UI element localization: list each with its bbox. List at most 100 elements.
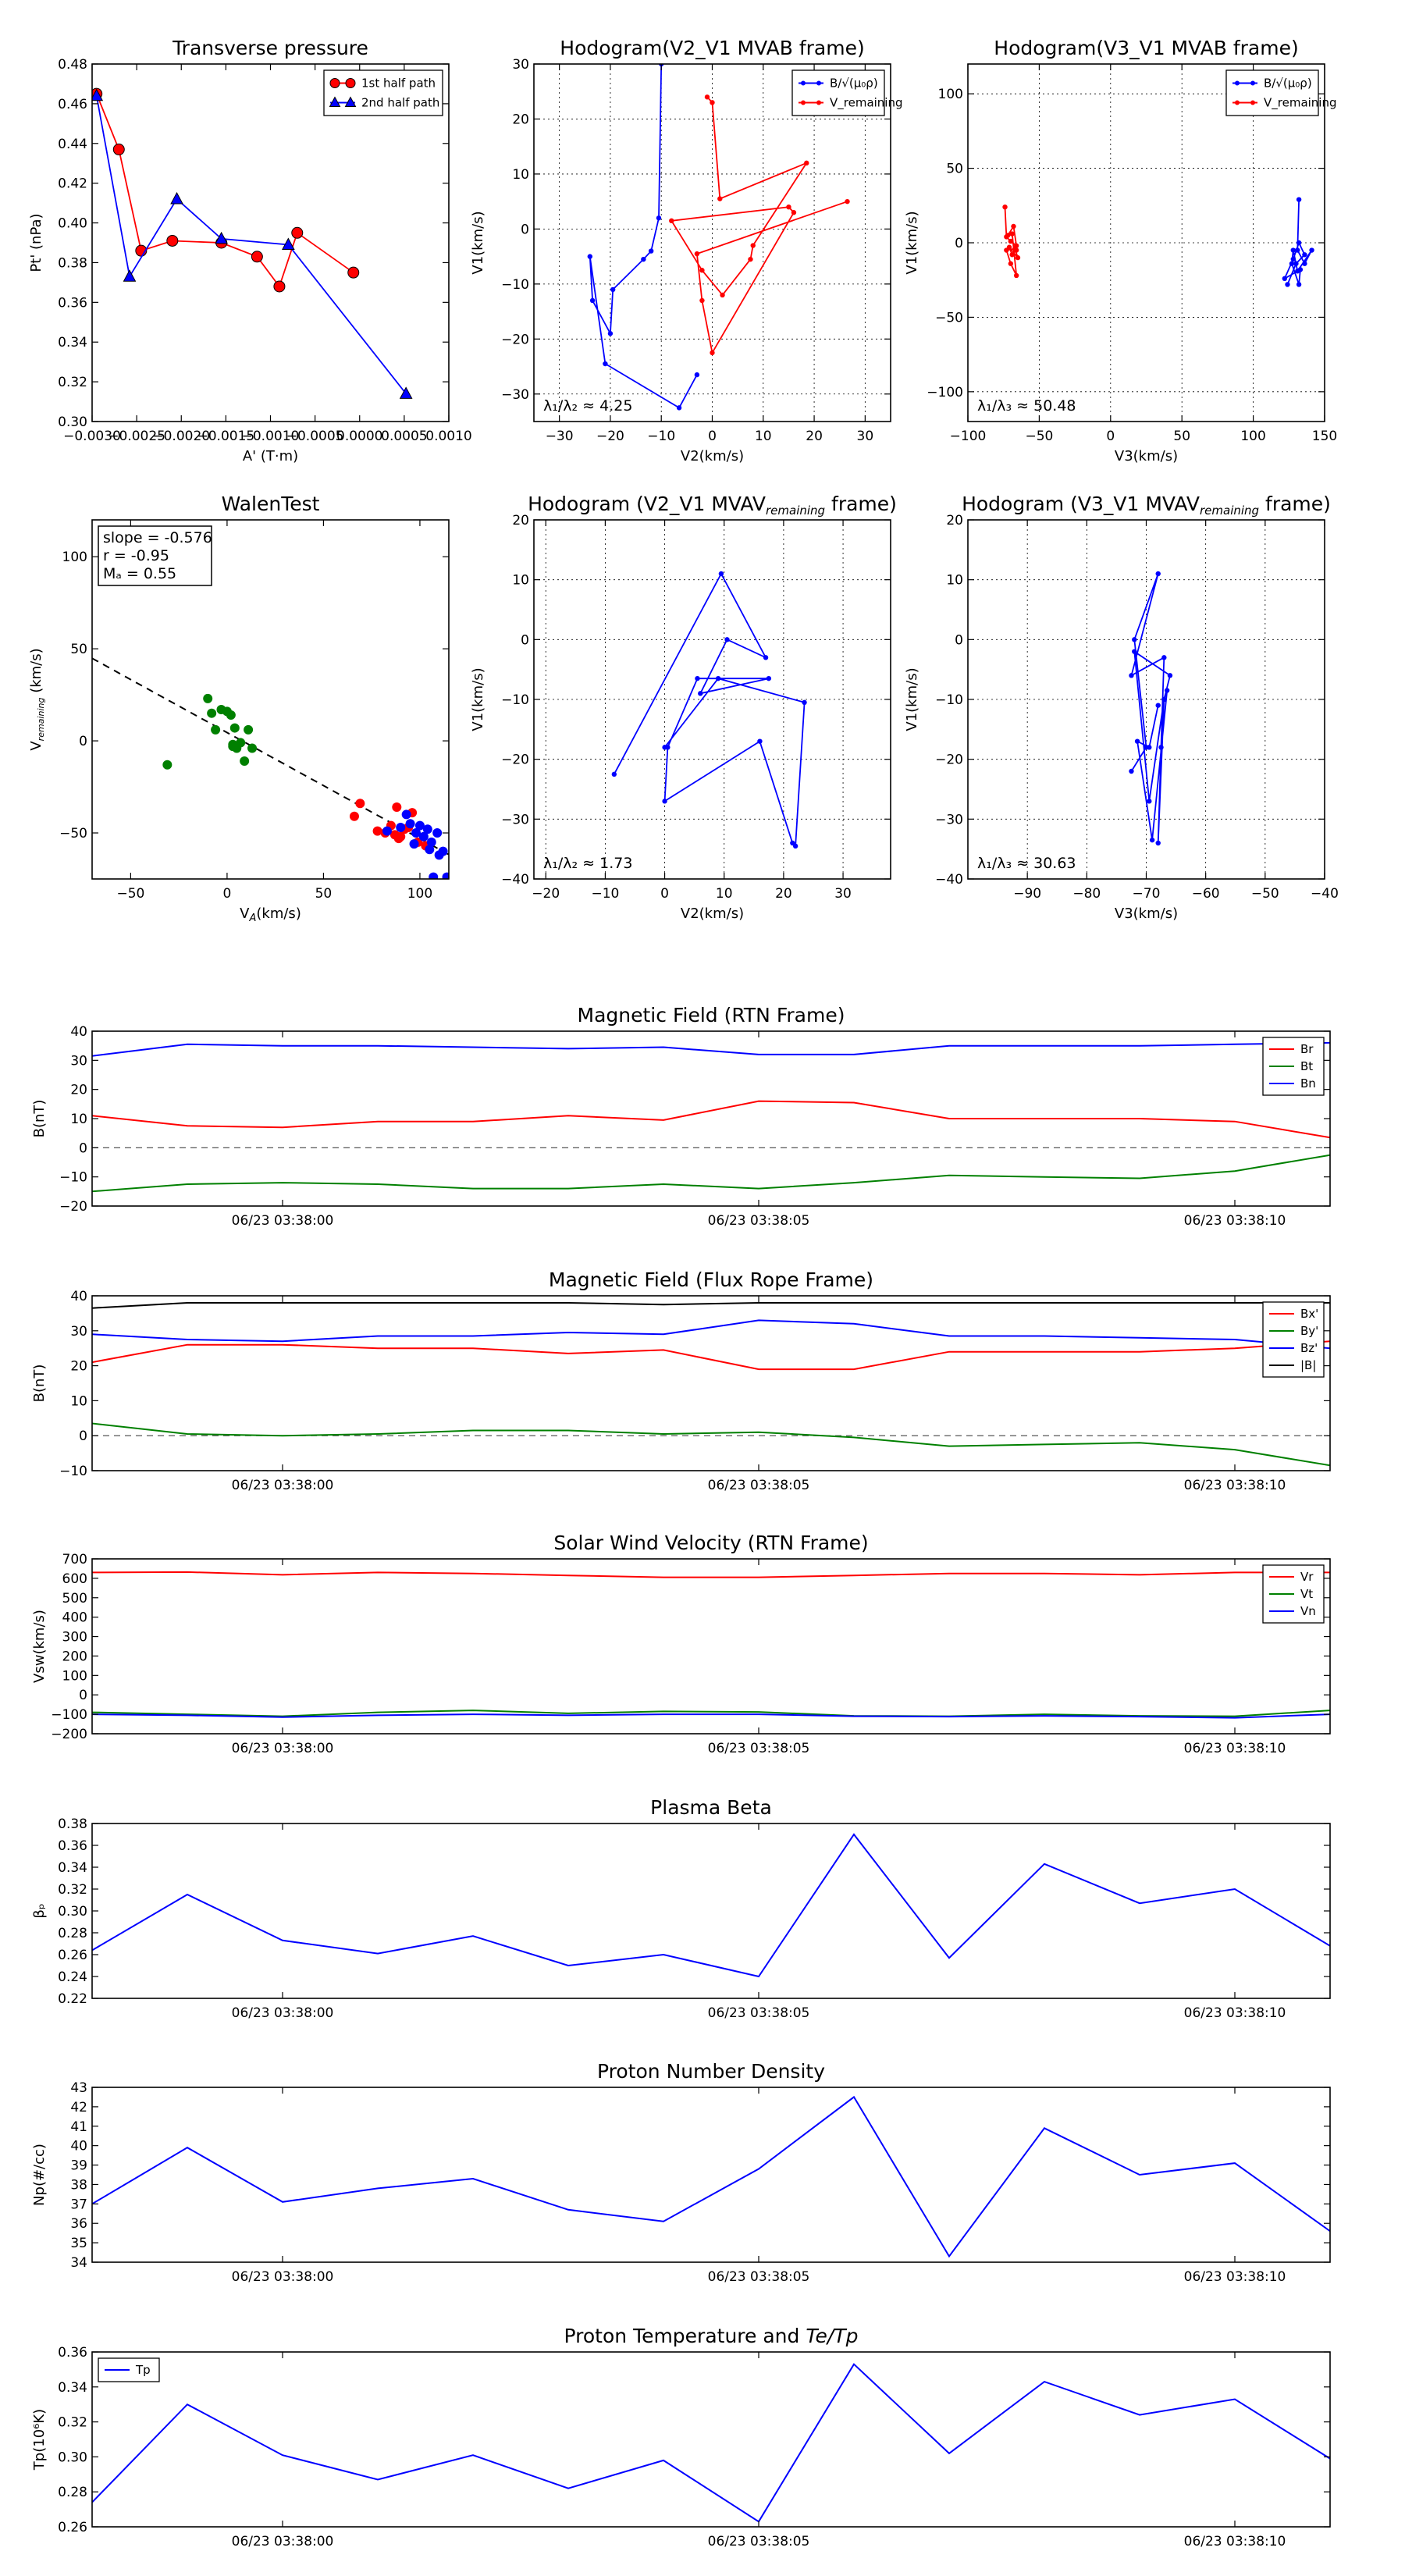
data-point bbox=[123, 269, 137, 282]
x-tick-label: −100 bbox=[950, 429, 987, 444]
data-point bbox=[1295, 247, 1300, 253]
y-axis-label: Tp(10⁶K) bbox=[31, 2409, 48, 2471]
data-point bbox=[802, 699, 807, 706]
series-1 bbox=[669, 94, 850, 356]
y-tick-label: 39 bbox=[70, 2158, 87, 2174]
chart-title: WalenTest bbox=[222, 493, 320, 515]
data-point bbox=[438, 846, 448, 856]
y-tick-label: 50 bbox=[70, 642, 87, 657]
x-tick-label: 0 bbox=[223, 886, 232, 902]
data-point bbox=[607, 331, 614, 336]
stats-line: slope = -0.576 bbox=[103, 529, 212, 546]
series-1 bbox=[92, 1710, 1330, 1717]
series-line bbox=[670, 96, 848, 355]
legend-label: Tp bbox=[135, 2363, 151, 2377]
data-point bbox=[349, 811, 359, 821]
y-tick-label: 36 bbox=[70, 2216, 87, 2232]
y-tick-label: −10 bbox=[935, 692, 963, 708]
y-tick-label: 0.28 bbox=[58, 2485, 87, 2500]
data-point bbox=[763, 655, 769, 660]
y-tick-label: 0.44 bbox=[58, 137, 87, 152]
x-tick-label: 50 bbox=[315, 886, 333, 902]
chart-title: Hodogram(V2_V1 MVAB frame) bbox=[560, 37, 864, 59]
data-point bbox=[1161, 696, 1167, 703]
y-tick-label: 0.38 bbox=[58, 255, 87, 271]
data-point bbox=[1129, 673, 1134, 678]
data-point bbox=[355, 799, 365, 809]
x-tick-label: 30 bbox=[857, 429, 874, 444]
y-tick-label: 0 bbox=[955, 632, 963, 648]
x-tick-label: −50 bbox=[116, 886, 144, 902]
data-point bbox=[1006, 244, 1012, 250]
series-line bbox=[614, 572, 806, 848]
legend-marker bbox=[329, 78, 340, 88]
y-tick-label: −50 bbox=[59, 826, 87, 841]
y-tick-label: 0.34 bbox=[58, 2380, 87, 2396]
legend-marker bbox=[344, 96, 357, 107]
data-point bbox=[426, 837, 436, 847]
x-tick-label: 06/23 03:38:10 bbox=[1184, 1213, 1286, 1229]
x-tick-label: 100 bbox=[407, 886, 432, 902]
x-tick-label: 06/23 03:38:05 bbox=[708, 2534, 810, 2549]
data-point bbox=[1013, 272, 1019, 279]
legend-box bbox=[791, 69, 885, 116]
axes-frame bbox=[91, 519, 450, 880]
y-tick-label: 100 bbox=[62, 1668, 87, 1684]
data-point bbox=[211, 724, 221, 735]
plasma-beta-chart: Plasma Beta 06/23 03:38:00 06/23 03:38:05 0… bbox=[31, 1796, 1331, 2021]
x-tick-label: 0 bbox=[708, 429, 717, 444]
y-tick-label: −20 bbox=[59, 1199, 87, 1215]
data-point bbox=[429, 872, 439, 879]
legend-label: 2nd half path bbox=[361, 96, 439, 110]
data-point bbox=[273, 280, 286, 293]
data-point bbox=[1009, 252, 1015, 258]
series-0 bbox=[611, 571, 807, 849]
x-tick-label: −0.0010 bbox=[242, 429, 300, 444]
data-point bbox=[641, 256, 646, 262]
y-tick-label: 0.26 bbox=[58, 2520, 87, 2535]
legend-box bbox=[323, 69, 443, 116]
data-point bbox=[1155, 840, 1161, 846]
data-point bbox=[226, 710, 236, 720]
data-point bbox=[676, 405, 682, 411]
x-tick-label: −0.0020 bbox=[152, 429, 210, 444]
data-point bbox=[112, 143, 125, 155]
y-tick-label: 0.30 bbox=[58, 415, 87, 430]
data-point bbox=[251, 251, 263, 263]
x-tick-label: −40 bbox=[1311, 886, 1339, 902]
x-tick-label: −10 bbox=[647, 429, 675, 444]
legend-label: V_remaining bbox=[830, 96, 903, 111]
y-tick-label: 500 bbox=[62, 1591, 87, 1606]
data-point bbox=[170, 191, 183, 205]
series-0 bbox=[92, 1340, 1330, 1371]
data-point bbox=[282, 237, 295, 251]
y-tick-label: 30 bbox=[70, 1324, 87, 1340]
data-point bbox=[766, 675, 772, 681]
data-point bbox=[715, 675, 721, 681]
series-1 bbox=[92, 1154, 1330, 1193]
data-point bbox=[1129, 768, 1134, 774]
x-tick-label: 06/23 03:38:10 bbox=[1184, 1478, 1286, 1493]
x-axis-label: A' (T·m) bbox=[243, 448, 298, 464]
y-tick-label: −10 bbox=[59, 1170, 87, 1186]
data-point bbox=[215, 231, 228, 244]
data-point bbox=[229, 723, 240, 733]
data-point bbox=[699, 268, 705, 273]
data-point bbox=[1282, 276, 1288, 281]
x-axis-label: V3(km/s) bbox=[1115, 448, 1178, 464]
x-axis-label: V2(km/s) bbox=[681, 448, 744, 464]
data-point bbox=[757, 738, 763, 744]
x-tick-label: −80 bbox=[1072, 886, 1101, 902]
data-point bbox=[704, 94, 710, 100]
x-tick-label: −60 bbox=[1192, 886, 1220, 902]
x-tick-label: 0.0000 bbox=[336, 429, 382, 444]
data-point bbox=[1161, 655, 1167, 660]
data-point bbox=[1302, 261, 1307, 266]
eigen-ratio-label: λ₁/λ₂ ≈ 1.73 bbox=[543, 855, 632, 872]
x-tick-label: −0.0005 bbox=[286, 429, 344, 444]
data-point bbox=[724, 637, 730, 642]
x-tick-label: 50 bbox=[1173, 429, 1190, 444]
legend-label: Bx' bbox=[1300, 1307, 1318, 1321]
y-axis-label: V1(km/s) bbox=[904, 211, 920, 274]
